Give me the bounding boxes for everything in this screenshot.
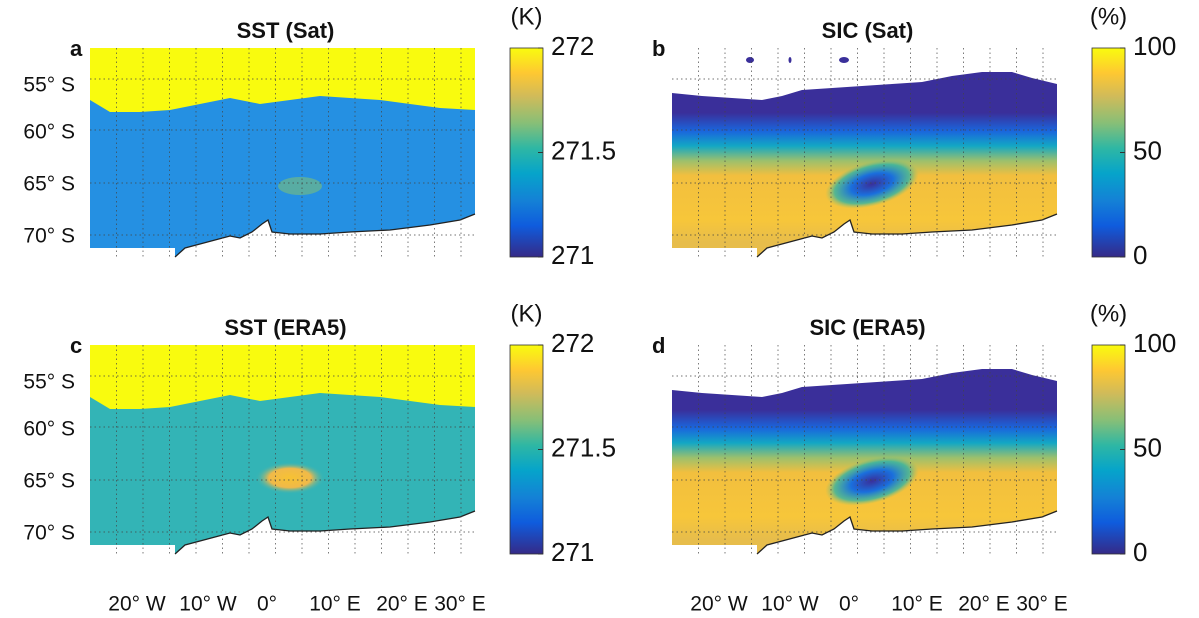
coastline: [756, 213, 1058, 258]
land: [757, 511, 1057, 554]
colorbar-tick-label: 50: [1133, 135, 1162, 165]
colorbar-tick-label: 271.5: [551, 432, 616, 462]
coastline: [174, 213, 476, 258]
colorbar: [509, 344, 544, 555]
land-corner: [672, 545, 757, 554]
colorbar-tick-label: 0: [1133, 240, 1147, 270]
colorbar-unit: (K): [511, 3, 543, 30]
colorbar-unit: (%): [1090, 3, 1127, 30]
panel-label: a: [70, 36, 83, 61]
lon-label: 30° E: [434, 593, 486, 616]
colorbar-unit: (K): [511, 300, 543, 327]
land: [175, 214, 475, 257]
lat-label: 70° S: [23, 225, 75, 248]
panel-label: c: [70, 333, 82, 358]
colorbar-tick-label: 50: [1133, 432, 1162, 462]
map-panel: a SST (Sat) 55° S 60° S 65° S 70° S (K) 271 271.…: [23, 3, 616, 270]
panel-title: SIC (Sat): [822, 18, 914, 43]
lon-label: 0°: [257, 593, 277, 616]
coastline: [174, 510, 476, 555]
map-panel: b SIC (Sat) (%) 0 50 100: [652, 3, 1176, 270]
colorbar-tick-label: 100: [1133, 31, 1176, 61]
lon-label: 20° W: [108, 593, 166, 616]
panel-title: SIC (ERA5): [809, 315, 925, 340]
warm-region: [90, 345, 475, 409]
warm-region: [90, 48, 475, 112]
ice-patch: [746, 57, 754, 63]
lon-label: 10° E: [309, 593, 361, 616]
lat-label: 65° S: [23, 173, 75, 196]
colorbar-tick-label: 272: [551, 328, 594, 358]
colorbar-tick-label: 0: [1133, 537, 1147, 567]
lat-label: 60° S: [23, 418, 75, 441]
ice-patch: [839, 57, 849, 63]
lat-label: 60° S: [23, 121, 75, 144]
lon-label: 10° E: [891, 593, 943, 616]
colorbar-tick-label: 271: [551, 537, 594, 567]
colorbar: [1091, 344, 1126, 555]
colorbar-tick-label: 100: [1133, 328, 1176, 358]
lon-label: 20° E: [376, 593, 428, 616]
colorbar: [1091, 47, 1126, 258]
land-corner: [90, 248, 175, 257]
land-corner: [672, 248, 757, 257]
map-panel: c SST (ERA5) 55° S 60° S 65° S 70° S 20° W 10° …: [23, 300, 616, 615]
coastline: [756, 510, 1058, 555]
warm-anomaly: [255, 462, 325, 494]
panel-label: b: [652, 36, 665, 61]
panel-label: d: [652, 333, 665, 358]
panel-title: SST (ERA5): [224, 315, 346, 340]
colorbar-tick-label: 271.5: [551, 135, 616, 165]
lon-label: 20° W: [690, 593, 748, 616]
lat-label: 70° S: [23, 522, 75, 545]
colorbar-tick-label: 271: [551, 240, 594, 270]
ice-patch: [788, 57, 792, 63]
lon-label: 10° W: [179, 593, 237, 616]
colorbar-tick-label: 272: [551, 31, 594, 61]
colorbar-unit: (%): [1090, 300, 1127, 327]
land: [757, 214, 1057, 257]
land: [175, 511, 475, 554]
map-panel: d SIC (ERA5) 20° W 10° W 0° 10° E 20° E 30° E (%…: [652, 300, 1176, 615]
lat-label: 65° S: [23, 470, 75, 493]
lon-label: 0°: [839, 593, 859, 616]
lat-label: 55° S: [23, 74, 75, 97]
low-ice-anomaly: [825, 456, 919, 506]
lon-label: 20° E: [958, 593, 1010, 616]
lat-label: 55° S: [23, 371, 75, 394]
warm-anomaly: [278, 177, 322, 195]
land-corner: [90, 545, 175, 554]
panel-title: SST (Sat): [237, 18, 335, 43]
lon-label: 10° W: [761, 593, 819, 616]
low-ice-anomaly: [825, 159, 919, 209]
lon-label: 30° E: [1016, 593, 1068, 616]
